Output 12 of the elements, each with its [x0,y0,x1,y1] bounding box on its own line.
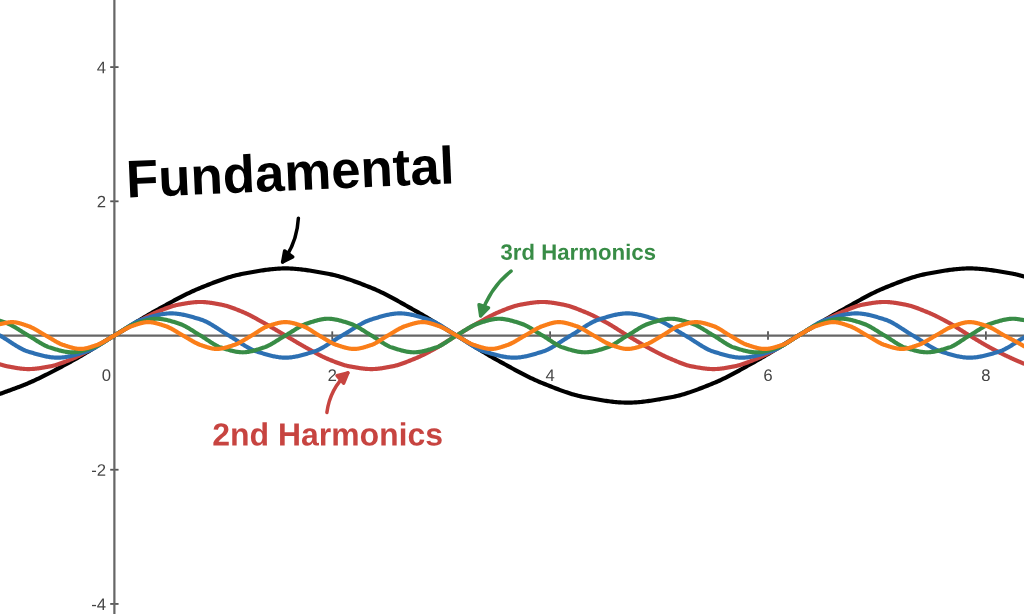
x-tick-label: 0 [102,369,111,382]
y-tick-label: -4 [91,598,106,610]
x-tick-label: 6 [764,369,772,382]
y-tick-label: -2 [91,464,106,476]
annotation: Fundamental [128,145,452,198]
x-tick-label: 4 [545,369,555,381]
x-tick-label: 8 [981,369,990,382]
y-tick-label: 4 [97,61,106,74]
y-tick-label: 2 [97,195,106,208]
annotation: 2nd Harmonics [213,422,442,446]
annotation: 3rd Harmonics [500,243,656,260]
x-tick-label: 2 [328,369,337,381]
